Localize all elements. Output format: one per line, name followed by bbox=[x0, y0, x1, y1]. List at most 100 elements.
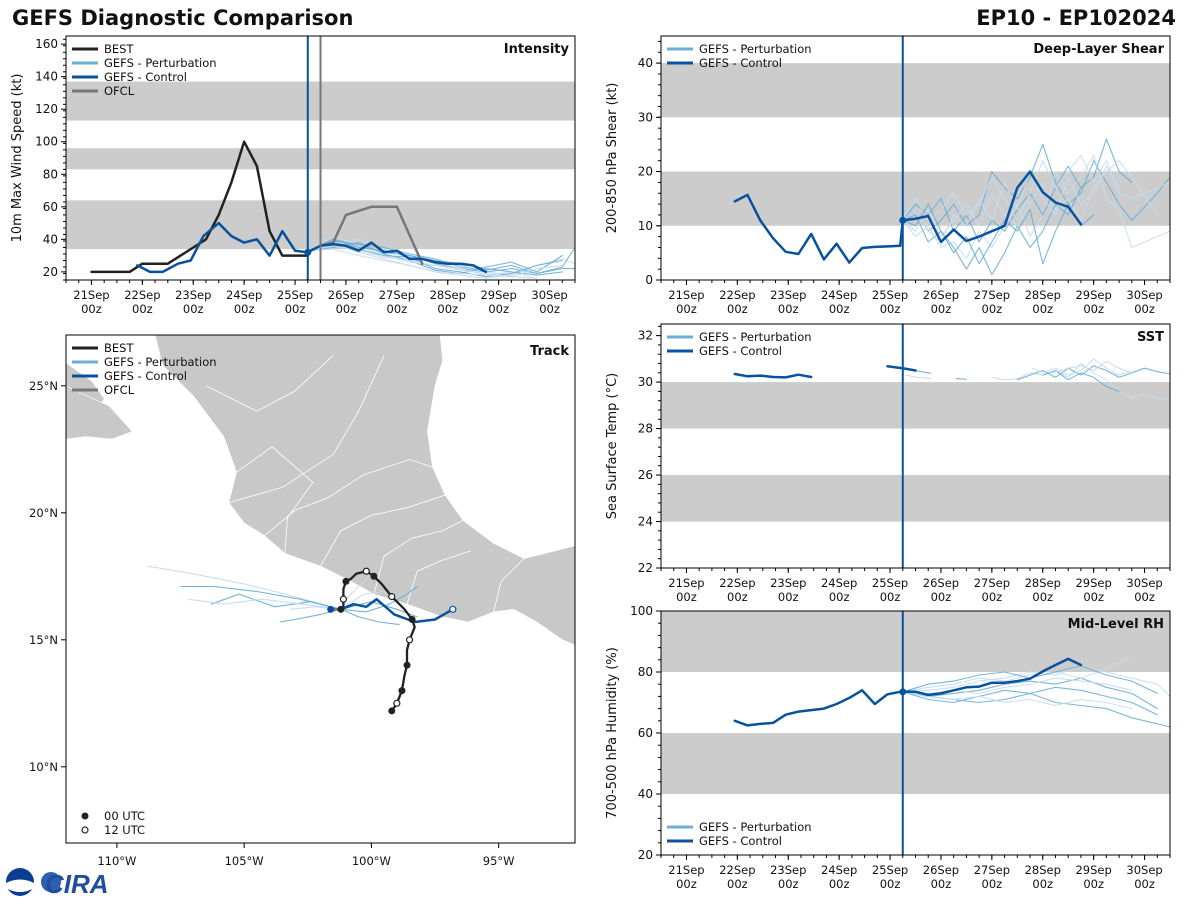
legend-label: BEST bbox=[104, 341, 134, 355]
x-tick-label: 24Sep bbox=[821, 576, 857, 590]
y-tick-label: 40 bbox=[638, 56, 653, 70]
x-tick-label-hour: 00z bbox=[1134, 302, 1155, 316]
legend-label: 00 UTC bbox=[104, 809, 145, 823]
x-tick-label-hour: 00z bbox=[880, 590, 901, 604]
y-tick-label: 100 bbox=[35, 135, 58, 149]
panel-title: Track bbox=[530, 344, 569, 359]
chart-sst: 22242628303221Sep00z22Sep00z23Sep00z24Se… bbox=[605, 323, 1171, 604]
legend-label: GEFS - Control bbox=[699, 56, 782, 70]
y-tick-label: 0 bbox=[645, 273, 653, 287]
best-00utc-marker bbox=[408, 615, 416, 623]
x-tick-label-hour: 00z bbox=[132, 302, 153, 316]
perturbation-line bbox=[902, 677, 1158, 710]
best-12utc-marker bbox=[388, 593, 396, 601]
storm-id: EP10 - EP102024 bbox=[976, 6, 1176, 30]
cira-logo: CIRA bbox=[6, 868, 109, 898]
best-12utc-marker bbox=[405, 636, 414, 644]
x-tick-label: 29Sep bbox=[480, 288, 516, 302]
best-00utc-marker bbox=[342, 577, 350, 585]
best-00utc-marker bbox=[388, 707, 396, 715]
perturbation-line bbox=[902, 154, 1170, 221]
x-tick-label: 22Sep bbox=[719, 288, 755, 302]
y-tick-label: 20 bbox=[638, 165, 653, 179]
y-tick-label: 28 bbox=[638, 422, 653, 436]
cira-logo-text: CIRA bbox=[45, 869, 109, 898]
y-tick-label: 10 bbox=[638, 219, 653, 233]
x-tick-label-hour: 00z bbox=[829, 877, 850, 891]
noaa-gull-shape bbox=[6, 879, 34, 892]
x-tick-label: 23Sep bbox=[770, 576, 806, 590]
x-tick-label-hour: 00z bbox=[336, 302, 357, 316]
chart-shear: 01020304021Sep00z22Sep00z23Sep00z24Sep00… bbox=[605, 35, 1171, 316]
y-tick-label: 60 bbox=[638, 726, 653, 740]
x-tick-label-hour: 00z bbox=[880, 877, 901, 891]
perturbation-track bbox=[147, 565, 342, 610]
legend-label: OFCL bbox=[104, 84, 135, 98]
state-border bbox=[236, 446, 314, 554]
x-tick-label-hour: 00z bbox=[81, 302, 102, 316]
x-tick-label-hour: 00z bbox=[778, 590, 799, 604]
x-tick-label: 24Sep bbox=[821, 288, 857, 302]
x-tick-label: 105°W bbox=[225, 854, 264, 868]
best-12utc-marker bbox=[393, 699, 401, 707]
legend-label: BEST bbox=[104, 42, 134, 56]
x-tick-label-hour: 00z bbox=[1083, 302, 1104, 316]
best-00utc-marker bbox=[398, 687, 406, 695]
y-axis-label: 10m Max Wind Speed (kt) bbox=[10, 74, 25, 243]
best-12utc-marker bbox=[339, 595, 348, 603]
y-tick-label: 20 bbox=[638, 848, 653, 862]
x-tick-label-hour: 00z bbox=[829, 302, 850, 316]
x-tick-label: 27Sep bbox=[379, 288, 415, 302]
perturbation-track bbox=[210, 593, 342, 610]
x-tick-label: 25Sep bbox=[872, 288, 908, 302]
x-tick-label: 30Sep bbox=[1126, 863, 1162, 877]
perturbation-line bbox=[307, 248, 538, 279]
x-tick-label: 28Sep bbox=[1025, 288, 1061, 302]
x-tick-label: 25Sep bbox=[277, 288, 313, 302]
chart-intensity: 2040608010012014016021Sep00z22Sep00z23Se… bbox=[10, 35, 576, 316]
x-tick-label: 28Sep bbox=[1025, 576, 1061, 590]
perturbation-track bbox=[340, 573, 372, 610]
perturbation-line bbox=[1032, 358, 1133, 376]
legend-label: GEFS - Control bbox=[104, 70, 187, 84]
x-tick-label-hour: 00z bbox=[488, 302, 509, 316]
threshold-band bbox=[661, 611, 1170, 672]
x-tick-label: 30Sep bbox=[1126, 288, 1162, 302]
x-tick-label-hour: 00z bbox=[778, 302, 799, 316]
x-tick-label-hour: 00z bbox=[931, 590, 952, 604]
chart-track: 110°W 105°W 100°W 95°W 10°N 15°N 20°N 25°N Track… bbox=[29, 334, 576, 868]
x-tick-label-hour: 00z bbox=[1032, 877, 1053, 891]
y-axis-label: 200-850 hPa Shear (kt) bbox=[605, 83, 620, 234]
x-tick-label-hour: 00z bbox=[727, 590, 748, 604]
perturbation-line bbox=[955, 378, 967, 380]
x-tick-label-hour: 00z bbox=[982, 590, 1003, 604]
control-line bbox=[733, 372, 813, 379]
y-tick-label: 40 bbox=[638, 787, 653, 801]
land-polygon bbox=[66, 385, 133, 440]
figure-title: GEFS Diagnostic Comparison bbox=[12, 6, 354, 30]
perturbation-line bbox=[307, 245, 563, 278]
x-tick-label: 25Sep bbox=[872, 576, 908, 590]
x-tick-label-hour: 00z bbox=[727, 302, 748, 316]
x-tick-label-hour: 00z bbox=[1032, 590, 1053, 604]
perturbation-track bbox=[340, 608, 400, 626]
x-tick-label: 23Sep bbox=[175, 288, 211, 302]
x-tick-label-hour: 00z bbox=[285, 302, 306, 316]
x-tick-label: 100°W bbox=[352, 854, 391, 868]
x-tick-label-hour: 00z bbox=[676, 877, 697, 891]
perturbation-line bbox=[902, 143, 1170, 232]
x-tick-label: 95°W bbox=[483, 854, 515, 868]
panel-title: Mid-Level RH bbox=[1068, 617, 1164, 632]
x-tick-label-hour: 00z bbox=[234, 302, 255, 316]
x-tick-label: 27Sep bbox=[974, 863, 1010, 877]
x-tick-label: 30Sep bbox=[531, 288, 567, 302]
panel-title: Intensity bbox=[504, 42, 570, 57]
best-00utc-marker bbox=[403, 661, 411, 669]
best-12utc-marker bbox=[362, 567, 370, 575]
perturbation-line bbox=[1042, 369, 1120, 392]
perturbation-track bbox=[188, 598, 341, 610]
x-tick-label-hour: 00z bbox=[931, 302, 952, 316]
x-tick-label-hour: 00z bbox=[829, 590, 850, 604]
y-tick-label: 25°N bbox=[29, 379, 58, 393]
state-border bbox=[228, 355, 385, 503]
